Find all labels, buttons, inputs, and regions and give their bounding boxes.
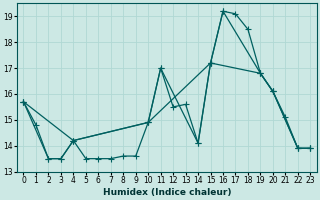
X-axis label: Humidex (Indice chaleur): Humidex (Indice chaleur): [103, 188, 231, 197]
